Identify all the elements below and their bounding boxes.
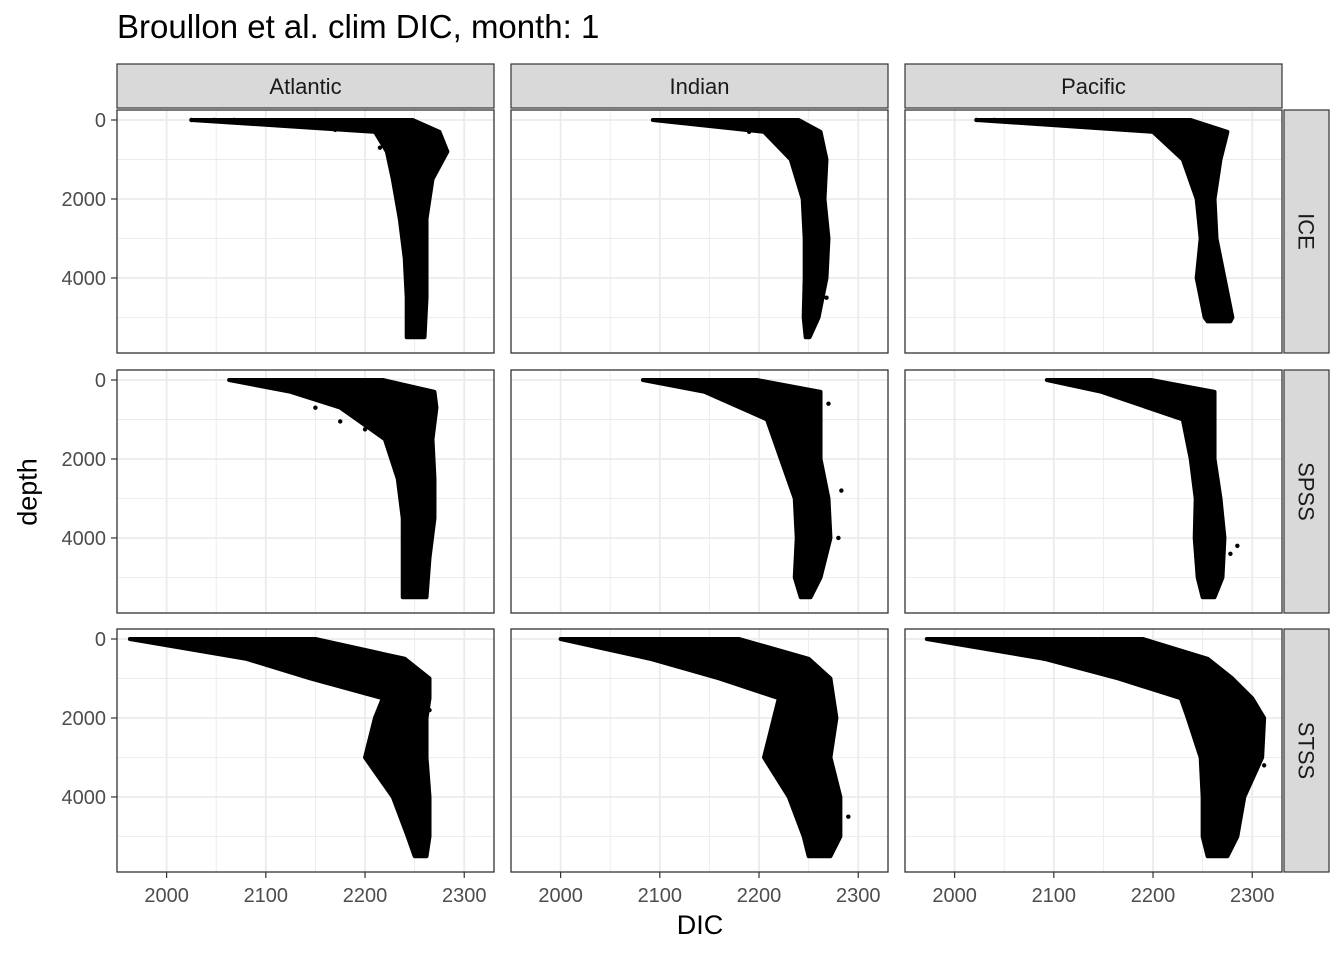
x-tick-label: 2300 — [836, 885, 881, 907]
panel-border — [116, 628, 495, 873]
panel-border — [510, 628, 889, 873]
x-tick-label: 2200 — [343, 885, 388, 907]
data-point — [1261, 763, 1267, 768]
x-tick-label: 2100 — [1032, 885, 1077, 907]
data-point — [231, 117, 237, 123]
data-cloud — [127, 637, 432, 859]
x-tick-label: 2000 — [932, 885, 977, 907]
y-tick-label: 0 — [95, 370, 106, 392]
data-point — [768, 135, 774, 140]
data-point — [992, 117, 997, 123]
data-cloud — [924, 637, 1267, 859]
facet-strip-ice — [1283, 109, 1330, 354]
panel-border — [510, 369, 889, 614]
data-point — [189, 117, 194, 123]
y-tick-label: 2000 — [62, 708, 107, 730]
data-point — [427, 707, 432, 713]
panel-border — [904, 628, 1283, 873]
x-tick-label: 2200 — [1131, 885, 1176, 907]
data-point — [1235, 543, 1240, 549]
data-cloud — [650, 118, 831, 340]
y-tick-label: 4000 — [62, 268, 107, 290]
facet-strip-indian — [510, 63, 889, 109]
data-cloud — [974, 118, 1235, 324]
panel-border — [116, 369, 495, 614]
x-tick-label: 2200 — [737, 885, 782, 907]
data-point — [333, 127, 338, 133]
y-tick-label: 4000 — [62, 787, 107, 809]
data-point — [362, 427, 368, 432]
facet-label-stss: STSS — [1294, 722, 1319, 779]
data-point — [746, 129, 752, 135]
facet-label-spss: SPSS — [1294, 462, 1319, 521]
y-tick-label: 0 — [95, 629, 106, 651]
data-cloud — [640, 378, 833, 600]
panel-bg — [511, 370, 888, 613]
panel-bg — [511, 110, 888, 353]
data-point — [212, 117, 217, 123]
panel-border — [904, 369, 1283, 614]
facet-label-pacific: Pacific — [1061, 74, 1126, 99]
facet-label-indian: Indian — [670, 74, 730, 99]
data-point — [846, 814, 851, 819]
data-point — [826, 401, 831, 406]
data-cloud — [558, 637, 843, 859]
data-point — [839, 488, 844, 493]
panel-border — [510, 109, 889, 354]
data-point — [824, 295, 829, 300]
data-point — [338, 419, 343, 424]
x-tick-label: 2100 — [638, 885, 683, 907]
data-point — [1140, 126, 1146, 132]
x-tick-label: 2000 — [144, 885, 189, 907]
y-axis-label: depth — [12, 458, 43, 526]
facet-strip-atlantic — [116, 63, 495, 109]
facet-label-ice: ICE — [1294, 213, 1319, 250]
facet-label-atlantic: Atlantic — [269, 74, 341, 99]
facet-strip-pacific — [904, 63, 1283, 109]
x-tick-label: 2300 — [442, 885, 487, 907]
x-axis-label: DIC — [676, 910, 724, 940]
x-tick-label: 2300 — [1230, 885, 1275, 907]
facet-strip-stss — [1283, 628, 1330, 873]
x-tick-label: 2100 — [244, 885, 289, 907]
chart-title: Broullon et al. clim DIC, month: 1 — [117, 8, 600, 45]
panel-border — [904, 109, 1283, 354]
data-point — [974, 117, 979, 123]
facet-strip-spss — [1283, 369, 1330, 614]
data-cloud — [227, 378, 439, 600]
data-point — [313, 405, 318, 410]
data-point — [377, 145, 383, 150]
data-point — [1228, 551, 1233, 556]
data-point — [836, 535, 841, 541]
x-tick-label: 2000 — [538, 885, 583, 907]
y-tick-label: 4000 — [62, 528, 107, 550]
data-point — [1041, 656, 1047, 661]
panel-border — [116, 109, 495, 354]
y-tick-label: 2000 — [62, 189, 107, 211]
y-tick-label: 2000 — [62, 449, 107, 471]
data-cloud — [189, 118, 450, 340]
y-tick-label: 0 — [95, 110, 106, 132]
panel-bg — [905, 370, 1282, 613]
data-cloud — [1044, 378, 1227, 600]
